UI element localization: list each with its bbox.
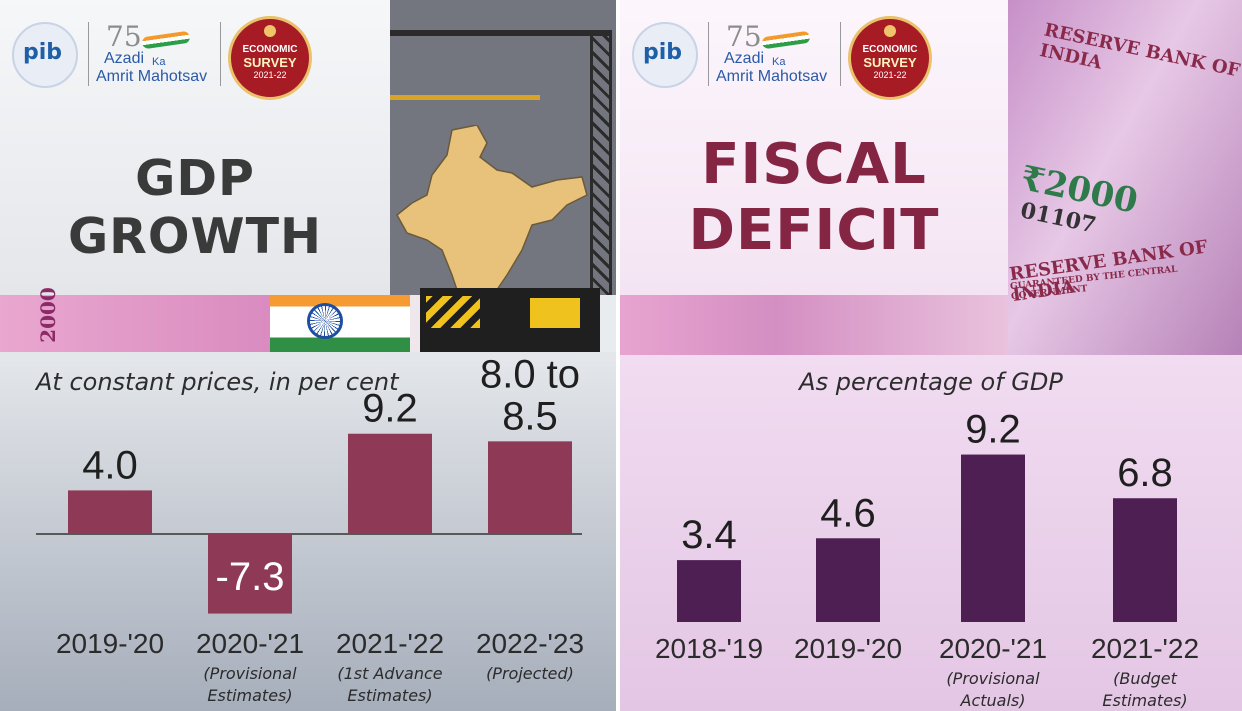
data-label: 8.0 to — [480, 352, 580, 396]
data-label: 6.8 — [1117, 451, 1173, 495]
fiscal-subtitle: As percentage of GDP — [799, 368, 1063, 396]
header-logos: pib 75 Azadi Ka Amrit Mahotsav ECONOMIC … — [628, 10, 938, 100]
economic-survey-logo: ECONOMIC SURVEY 2021-22 — [848, 16, 932, 100]
category-label: 2021-'22 — [1091, 633, 1199, 664]
gdp-title: GDP GROWTH — [0, 150, 390, 266]
survey-line1: ECONOMIC — [862, 44, 918, 55]
crane-arm-yellow — [340, 95, 540, 100]
data-label: 8.5 — [502, 394, 558, 438]
title-line2: DEFICIT — [688, 198, 940, 263]
amrit-mahotsav-text: Amrit Mahotsav — [716, 68, 828, 85]
bar-2020-'21 — [208, 534, 292, 614]
data-label: 3.4 — [681, 513, 737, 557]
economic-survey-logo: ECONOMIC SURVEY 2021-22 — [228, 16, 312, 100]
category-note: (Provisional — [946, 669, 1040, 688]
bar-2018-'19 — [677, 560, 741, 622]
survey-line2: SURVEY — [243, 55, 297, 70]
category-note: (Provisional — [203, 664, 297, 683]
bar-2019-'20 — [68, 490, 152, 534]
bar-2022-'23 — [488, 441, 572, 534]
fiscal-deficit-panel: RESERVE BANK OF INDIA ₹2000 01107 301103… — [620, 0, 1242, 711]
bar-2021-'22 — [1113, 498, 1177, 622]
fiscal-deficit-chart: 3.4 2018-'19 4.6 2019-'20 9.2 2020-'21 (Provis… — [655, 408, 1199, 710]
bar-2021-'22 — [348, 433, 432, 534]
azadi-75-text: 75 — [106, 20, 142, 53]
data-label: -7.3 — [216, 555, 285, 599]
survey-line2: SURVEY — [863, 55, 917, 70]
data-label: 9.2 — [965, 408, 1021, 452]
machine-cab — [530, 298, 580, 328]
category-label: 2019-'20 — [56, 628, 164, 659]
category-label: 2019-'20 — [794, 633, 902, 664]
divider — [708, 22, 709, 86]
crane-tower — [590, 30, 612, 352]
data-label: 9.2 — [362, 387, 418, 431]
data-label: 4.0 — [82, 443, 138, 487]
azadi-75-text: 75 — [726, 20, 762, 53]
pib-logo: pib — [632, 22, 698, 88]
rupee-icon — [884, 25, 896, 37]
crane-arm — [330, 30, 610, 36]
hazard-stripes — [426, 296, 480, 328]
gdp-growth-panel: 2000 pib 75 Azadi Ka Amrit Mahotsav ECON… — [0, 0, 616, 711]
category-label: 2018-'19 — [655, 633, 763, 664]
gdp-subtitle: At constant prices, in per cent — [36, 368, 399, 396]
azadi-ka-text: Ka — [772, 56, 786, 68]
azadi-ka-text: Ka — [152, 56, 166, 68]
azadi-text: Azadi — [724, 50, 765, 67]
data-label: 4.6 — [820, 491, 876, 535]
category-note: Estimates) — [347, 686, 432, 705]
india-map-icon — [396, 125, 588, 327]
category-note: Estimates) — [1102, 691, 1187, 710]
ashoka-chakra-icon — [307, 303, 343, 339]
survey-line3: 2021-22 — [253, 70, 287, 80]
category-note: Actuals) — [960, 691, 1026, 710]
category-note: (Budget — [1113, 669, 1178, 688]
banknote-strip — [620, 295, 1008, 355]
title-line1: GDP — [135, 150, 255, 207]
category-label: 2020-'21 — [196, 628, 304, 659]
azadi-text: Azadi — [104, 50, 145, 67]
pib-text: pib — [23, 40, 63, 65]
rupee-icon — [264, 25, 276, 37]
bar-2020-'21 — [961, 454, 1025, 622]
divider — [220, 22, 221, 86]
category-label: 2021-'22 — [336, 628, 444, 659]
title-line2: GROWTH — [67, 208, 323, 265]
azadi-ka-amrit-mahotsav-logo: 75 Azadi Ka Amrit Mahotsav — [716, 20, 841, 94]
amrit-mahotsav-text: Amrit Mahotsav — [96, 68, 208, 85]
category-note: Estimates) — [207, 686, 292, 705]
fiscal-title: FISCAL DEFICIT — [620, 132, 1008, 264]
category-label: 2020-'21 — [939, 633, 1047, 664]
divider — [88, 22, 89, 86]
survey-line3: 2021-22 — [873, 70, 907, 80]
construction-machine — [420, 288, 600, 352]
divider — [840, 22, 841, 86]
category-note: (Projected) — [486, 664, 574, 683]
panel-divider — [616, 0, 620, 711]
gdp-growth-chart: 4.0 2019-'20 -7.3 2020-'21 (Provisional Estim… — [36, 352, 584, 705]
survey-line1: ECONOMIC — [242, 44, 298, 55]
title-line1: FISCAL — [701, 132, 927, 197]
pib-logo: pib — [12, 22, 78, 88]
category-note: (1st Advance — [337, 664, 442, 683]
bar-2019-'20 — [816, 538, 880, 622]
azadi-ka-amrit-mahotsav-logo: 75 Azadi Ka Amrit Mahotsav — [96, 20, 221, 94]
category-label: 2022-'23 — [476, 628, 584, 659]
header-logos: pib 75 Azadi Ka Amrit Mahotsav ECONOMIC … — [8, 10, 318, 100]
pib-text: pib — [643, 40, 683, 65]
